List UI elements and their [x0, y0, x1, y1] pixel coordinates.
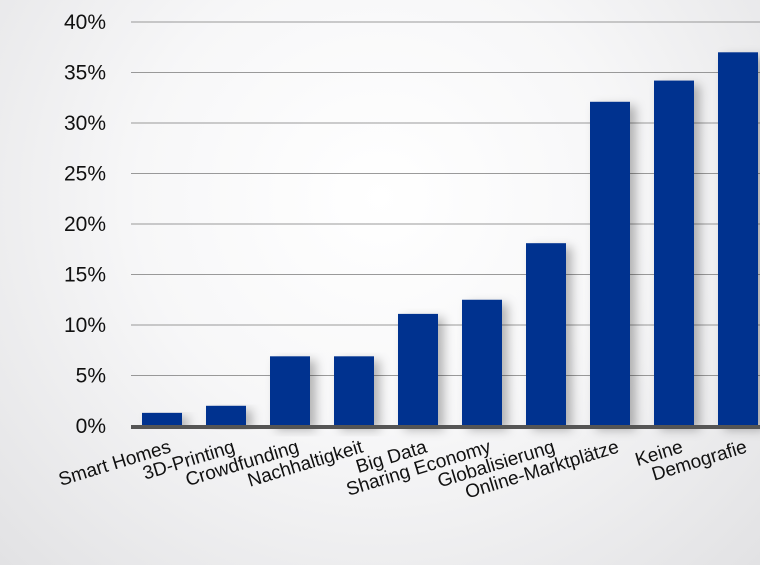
y-tick-label: 30%: [64, 112, 106, 135]
y-tick-label: 15%: [64, 264, 106, 287]
y-tick-label: 25%: [64, 163, 106, 186]
y-tick-label: 20%: [64, 213, 106, 236]
bar: [398, 313, 438, 426]
bar: [462, 299, 502, 426]
bar: [526, 243, 566, 426]
bar: [334, 356, 374, 426]
bar: [654, 80, 694, 426]
bar: [142, 412, 182, 426]
y-tick-label: 0%: [76, 415, 106, 438]
y-tick-label: 40%: [64, 11, 106, 34]
y-tick-label: 35%: [64, 62, 106, 85]
bar: [206, 405, 246, 426]
y-tick-label: 5%: [76, 365, 106, 388]
bar: [270, 356, 310, 426]
bar: [718, 52, 758, 427]
y-tick-label: 10%: [64, 314, 106, 337]
bar: [590, 101, 630, 426]
